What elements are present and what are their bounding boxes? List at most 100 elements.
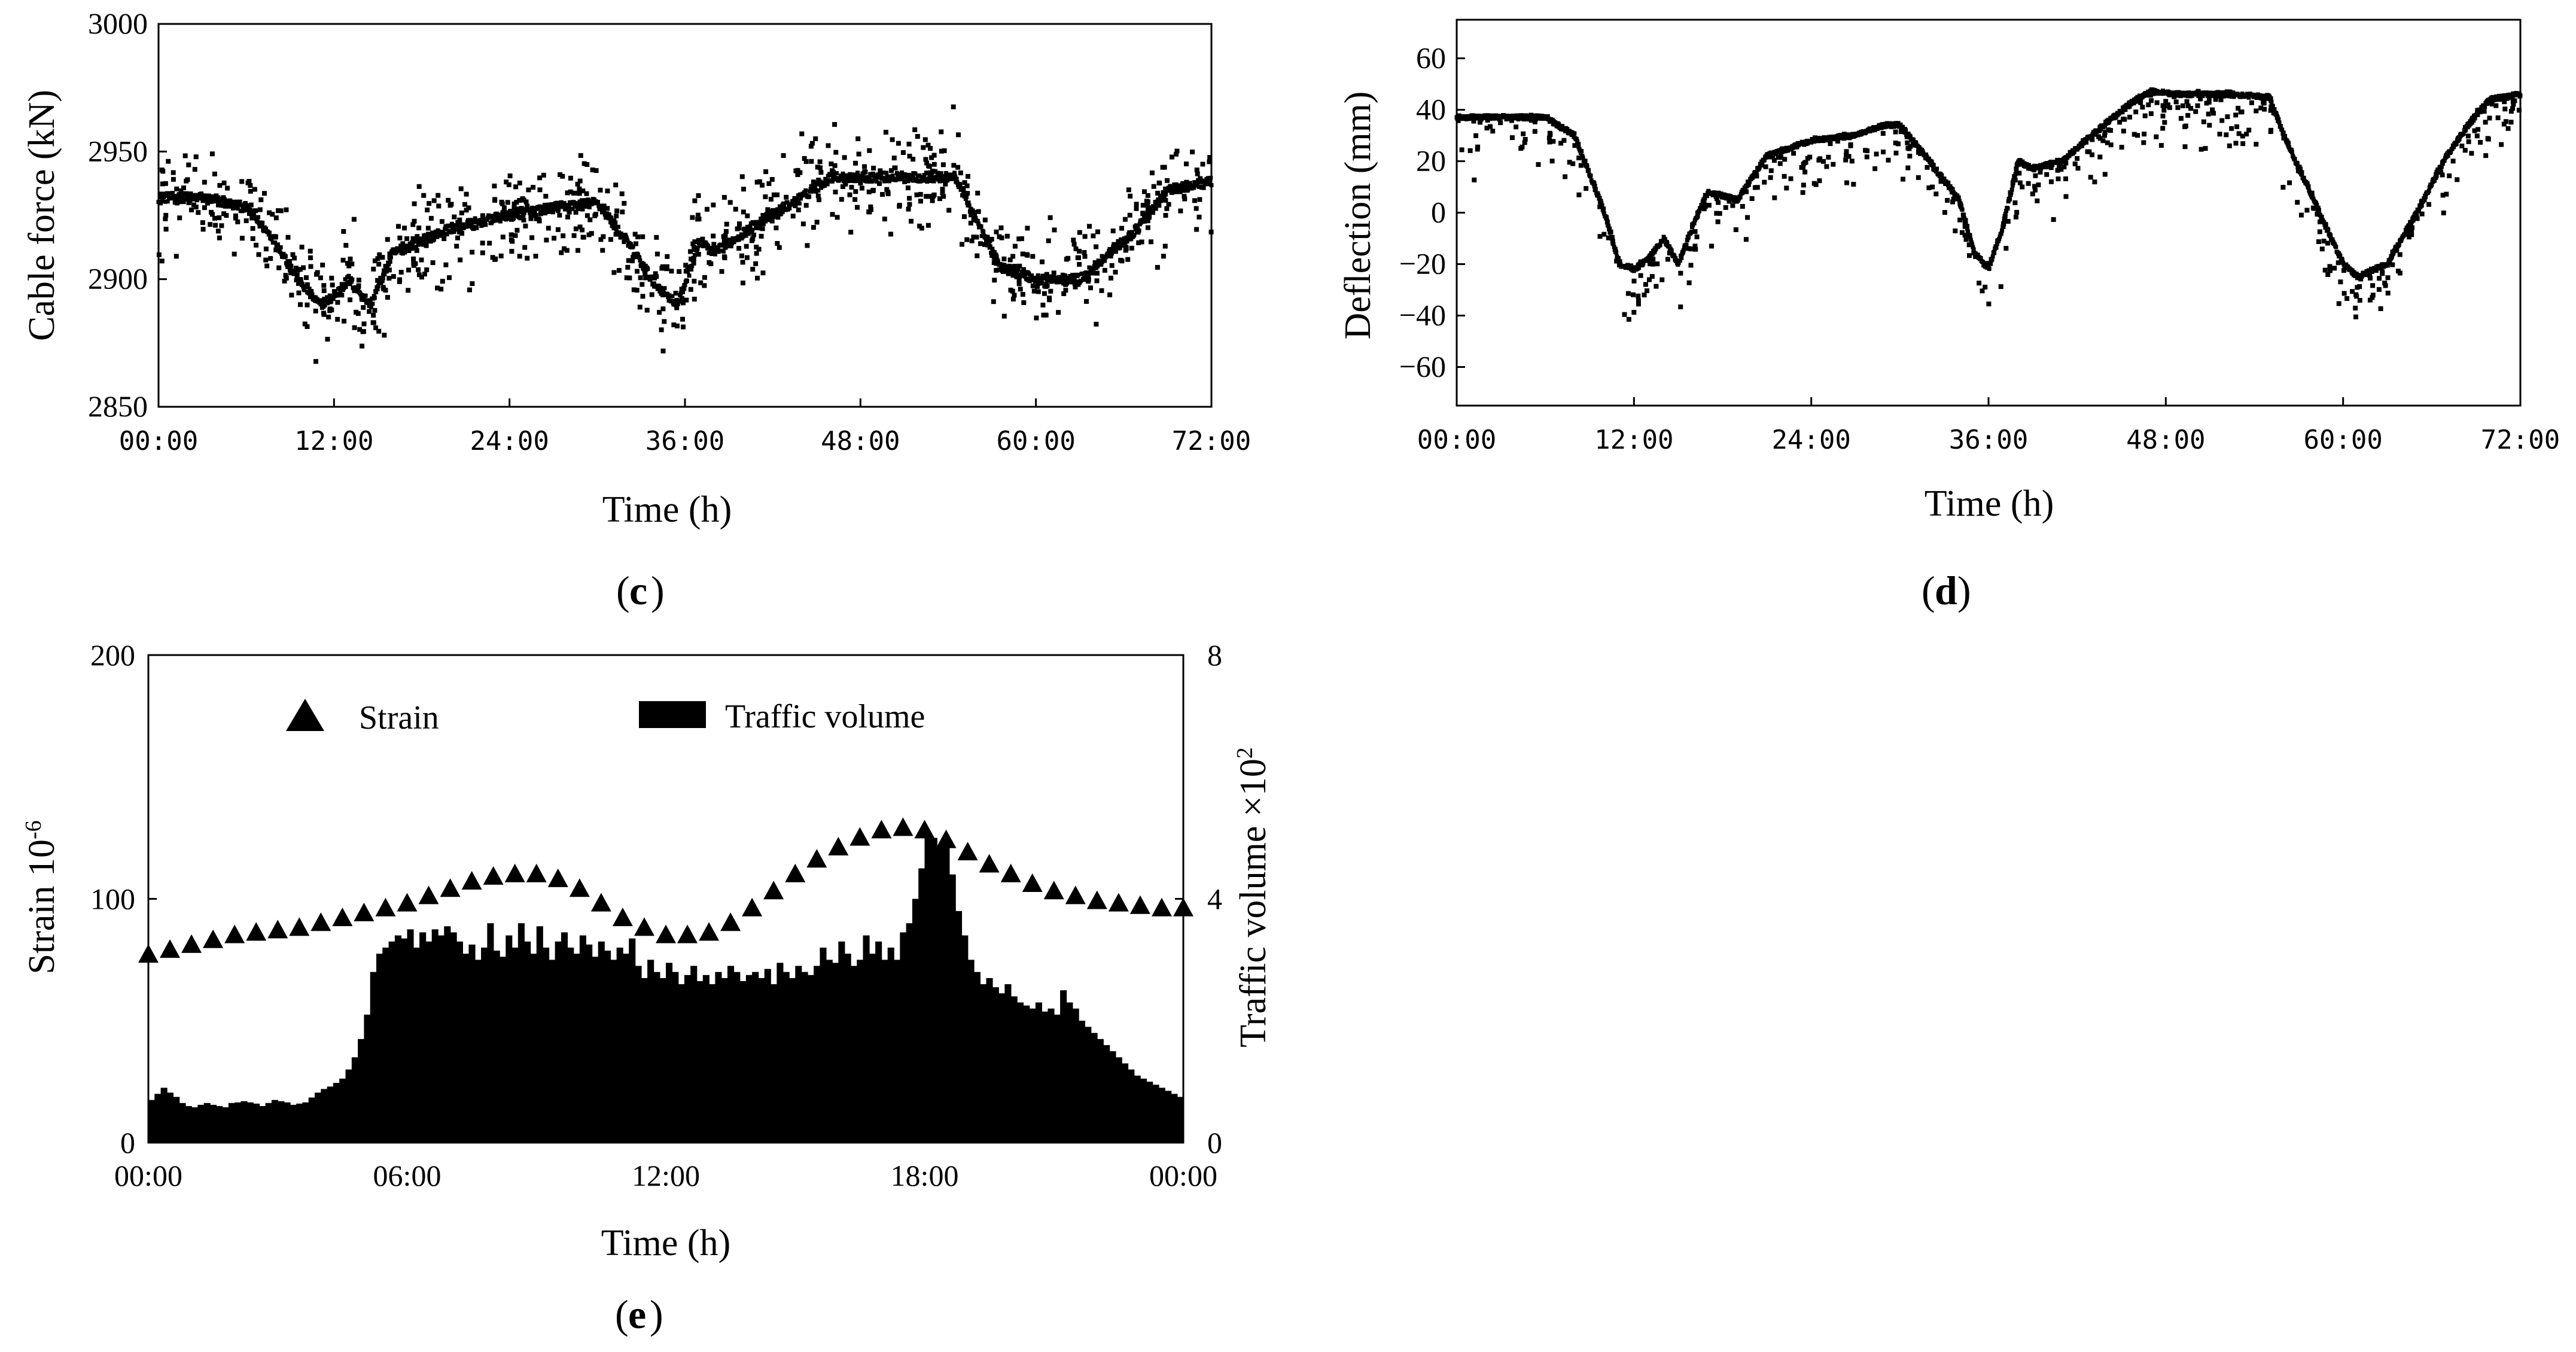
panel-c-scatter-point bbox=[631, 287, 637, 293]
panel-c-trend-point bbox=[435, 235, 440, 239]
panel-c-scatter-point bbox=[620, 209, 625, 215]
panel-c-trend-point bbox=[331, 297, 336, 302]
panel-c-trend-point bbox=[823, 184, 827, 188]
panel-c-scatter-point bbox=[1107, 292, 1113, 297]
panel-c-scatter-point bbox=[638, 275, 643, 281]
panel-d-scatter-point bbox=[1518, 146, 1524, 151]
panel-d-scatter-point bbox=[1655, 261, 1660, 267]
panel-c-scatter-point bbox=[1174, 151, 1179, 157]
panel-c-trend-point bbox=[701, 244, 705, 248]
panel-c-scatter-point bbox=[543, 194, 549, 199]
panel-c-scatter-point bbox=[428, 215, 434, 221]
panel-d-scatter-point bbox=[2218, 97, 2224, 102]
panel-c-scatter-point bbox=[805, 243, 810, 248]
panel-c-trend-point bbox=[894, 177, 899, 182]
panel-c-scatter-point bbox=[440, 279, 445, 284]
panel-d-scatter-point bbox=[1740, 187, 1746, 193]
panel-c-scatter-point bbox=[391, 274, 396, 279]
panel-c-scatter-point bbox=[909, 218, 914, 224]
panel-d-scatter-point bbox=[2490, 95, 2496, 100]
panel-c-trend-point bbox=[522, 211, 526, 215]
panel-d-scatter-point bbox=[2121, 105, 2126, 111]
panel-d-axes: 00:00 12:00 24:00 36:00 48:00 60:00 72:00−60−4… bbox=[1399, 41, 2560, 456]
panel-c-scatter-point bbox=[492, 183, 497, 188]
panel-c-scatter-point bbox=[906, 141, 912, 147]
panel-c-scatter-point bbox=[523, 223, 528, 229]
panel-d-scatter-point bbox=[2295, 200, 2300, 205]
panel-d-scatter-point bbox=[1591, 181, 1597, 186]
panel-c-scatter-point bbox=[521, 217, 526, 223]
panel-d-scatter-point bbox=[2183, 123, 2188, 129]
panel-d-scatter-point bbox=[1992, 250, 1997, 255]
panel-c-trend-point bbox=[855, 179, 859, 183]
panel-c-trend-point bbox=[452, 227, 457, 232]
panel-c-scatter-point bbox=[833, 150, 839, 155]
panel-c-scatter-point bbox=[962, 180, 967, 185]
panel-c-trend-point bbox=[583, 198, 587, 203]
panel-c-scatter-point bbox=[1140, 218, 1146, 223]
panel-c-scatter-point bbox=[523, 199, 529, 205]
panel-d-scatter-point bbox=[2122, 117, 2127, 122]
panel-c-scatter-point bbox=[853, 189, 858, 194]
panel-c-scatter-point bbox=[537, 187, 543, 193]
panel-d-scatter-point bbox=[2056, 176, 2061, 181]
panel-c-scatter-point bbox=[447, 275, 452, 281]
panel-d-scatter-point bbox=[1776, 148, 1781, 154]
panel-c-trend-point bbox=[1022, 274, 1027, 279]
panel-c-scatter-point bbox=[217, 215, 222, 220]
panel-c-scatter-point bbox=[290, 252, 296, 257]
panel-d-scatter-point bbox=[2182, 144, 2188, 150]
panel-c-scatter-point bbox=[767, 214, 772, 219]
panel-c-scatter-point bbox=[928, 146, 933, 151]
panel-c-scatter-point bbox=[906, 206, 911, 212]
panel-c-scatter-point bbox=[884, 187, 890, 192]
panel-c-scatter-point bbox=[974, 235, 979, 240]
panel-d-scatter-point bbox=[2227, 89, 2233, 95]
panel-d-scatter-point bbox=[1572, 143, 1578, 148]
panel-c-scatter-point bbox=[931, 153, 937, 158]
panel-c-trend-point bbox=[748, 224, 753, 229]
panel-d-scatter-point bbox=[2370, 283, 2376, 288]
panel-d-y-axis-label: Deflection (mm) bbox=[1338, 92, 1378, 340]
panel-d-trend-point bbox=[2120, 110, 2125, 115]
panel-d-scatter-point bbox=[2178, 115, 2184, 121]
panel-d-scatter-point bbox=[1986, 302, 1992, 307]
panel-d-scatter-point bbox=[2248, 92, 2252, 98]
panel-d-scatter-point bbox=[2092, 179, 2097, 185]
panel-c-scatter-point bbox=[1175, 188, 1180, 194]
panel-c-trend-point bbox=[750, 230, 754, 235]
panel-c-trend-point bbox=[763, 216, 768, 220]
panel-c-scatter-point bbox=[239, 179, 245, 184]
panel-c-trend-point bbox=[386, 262, 391, 267]
panel-c-scatter-point bbox=[282, 278, 287, 284]
panel-c-scatter-point bbox=[1004, 233, 1010, 239]
panel-d-scatter-point bbox=[1983, 261, 1989, 266]
panel-d-scatter-point bbox=[1601, 232, 1607, 237]
panel-d-scatter-point bbox=[1989, 257, 1994, 262]
panel-c-scatter-point bbox=[1194, 168, 1199, 173]
panel-c-scatter-point bbox=[775, 215, 781, 220]
panel-d-trend-point bbox=[2280, 127, 2285, 132]
panel-d-scatter-point bbox=[1566, 129, 1572, 134]
panel-c-scatter-point bbox=[200, 227, 206, 232]
panel-c-scatter-point bbox=[1016, 281, 1022, 287]
panel-d-scatter-point bbox=[1576, 192, 1582, 197]
panel-c-trend-point bbox=[990, 246, 995, 251]
panel-c-x-tick-label: 00:00 bbox=[119, 426, 198, 456]
panel-c-scatter-point bbox=[419, 275, 424, 280]
panel-c-scatter-point bbox=[221, 195, 226, 200]
panel-c-scatter-point bbox=[830, 169, 836, 175]
panel-c-scatter-point bbox=[750, 220, 756, 226]
panel-c-scatter-point bbox=[529, 235, 535, 240]
panel-c-scatter-point bbox=[994, 229, 999, 235]
panel-d-x-tick-label: 36:00 bbox=[1949, 425, 2028, 455]
panel-d-scatter-point bbox=[1967, 253, 1972, 258]
panel-c-scatter-point bbox=[1086, 277, 1091, 282]
panel-c-scatter-point bbox=[418, 241, 423, 246]
panel-d-scatter-point bbox=[1528, 118, 1534, 123]
panel-c-scatter-point bbox=[740, 260, 745, 265]
panel-c-scatter-point bbox=[386, 267, 392, 273]
panel-d-scatter-point bbox=[1995, 239, 2000, 243]
panel-d-scatter-point bbox=[1475, 144, 1481, 150]
panel-d-scatter-point bbox=[2428, 182, 2434, 188]
